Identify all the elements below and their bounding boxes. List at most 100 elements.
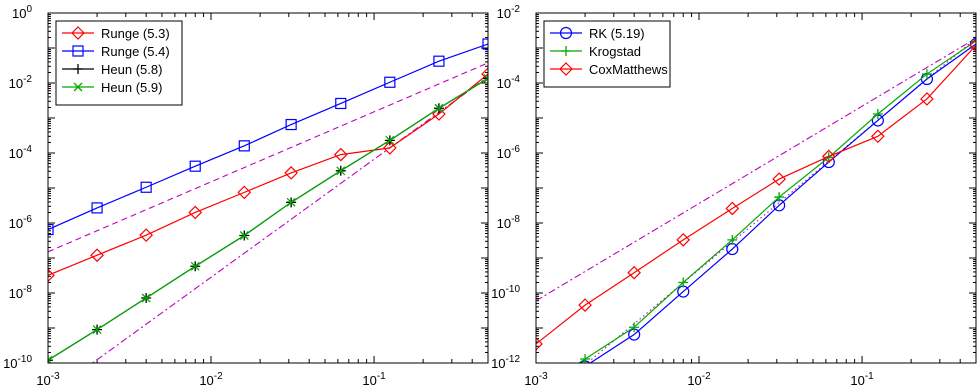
data-point: [481, 67, 488, 81]
data-point: [285, 118, 297, 131]
legend: Runge (5.3) Runge (5.4) Heun (5.8) Heun (5.…: [55, 20, 183, 106]
legend-label: Heun (5.9): [101, 80, 162, 95]
data-point: [48, 355, 53, 363]
data-point: [580, 354, 591, 363]
data-point: [774, 192, 785, 203]
data-point: [239, 231, 249, 240]
data-point: [921, 69, 932, 80]
data-point: [90, 248, 104, 263]
series-krogstad: [577, 35, 976, 363]
legend-box: [55, 20, 183, 106]
x-tick-label: 10-1: [362, 371, 386, 388]
series-line: [589, 43, 976, 363]
y-tick-label: 10-6: [497, 144, 521, 161]
y-tick-label: 10-2: [497, 4, 521, 21]
legend-entry: Heun (5.9): [62, 80, 162, 95]
x-tick-label: 10-3: [36, 371, 60, 388]
data-point: [238, 140, 250, 152]
y-tick-label: 10-4: [497, 74, 521, 91]
legend-marker: [72, 45, 84, 57]
data-point: [48, 268, 55, 283]
data-point: [284, 166, 298, 180]
y-tick-label: 10-2: [9, 74, 33, 91]
legend-label: CoxMatthews: [589, 62, 668, 77]
legend-marker: [73, 82, 83, 92]
series-line: [577, 40, 976, 363]
legend-marker: [71, 26, 85, 40]
legend-marker: [73, 64, 83, 74]
series-line: [48, 77, 488, 361]
data-point: [971, 35, 976, 46]
data-point: [627, 265, 641, 280]
legend-entry: Runge (5.3): [62, 26, 170, 41]
reference-line-dashdot: [91, 76, 488, 363]
data-point: [48, 223, 54, 236]
data-point: [969, 38, 976, 53]
data-point: [536, 337, 543, 351]
data-point: [678, 277, 689, 288]
legend-entry: Krogstad: [550, 44, 641, 59]
data-point: [91, 202, 103, 214]
x-tick-label: 10-3: [524, 371, 548, 388]
left-chart-panel: 10-3 10-2 10-1 10-10 10-8 10-6 10-4 10-2 100 Rung…: [3, 4, 489, 388]
data-point: [237, 185, 252, 200]
y-tick-label: 10-8: [9, 284, 33, 301]
data-point: [483, 73, 488, 83]
data-point: [286, 197, 296, 207]
legend-entry: CoxMatthews: [550, 62, 668, 77]
data-point: [578, 298, 592, 312]
reference-line-dashdot: [536, 37, 976, 302]
legend-entry: Runge (5.4): [62, 44, 170, 59]
legend-label: Heun (5.8): [101, 62, 162, 77]
data-point: [725, 201, 740, 216]
data-point: [188, 205, 203, 220]
legend: RK (5.19) Krogstad CoxMatthews: [543, 20, 671, 88]
x-tick-label: 10-2: [687, 371, 711, 388]
legend-entry: RK (5.19): [550, 26, 645, 41]
data-point: [821, 149, 836, 164]
data-point: [335, 97, 347, 110]
data-point: [384, 76, 396, 88]
y-tick-label: 10-10: [3, 354, 32, 371]
data-point: [482, 38, 488, 50]
series-coxmatthews: [536, 38, 976, 351]
data-point: [872, 109, 883, 120]
x-tick-label: 10-1: [850, 371, 874, 388]
data-point: [333, 147, 348, 162]
series-line: [48, 43, 488, 231]
legend-label: Krogstad: [589, 44, 641, 59]
y-tick-label: 10-6: [9, 214, 33, 231]
axes-frame: [535, 12, 977, 364]
data-point: [141, 293, 151, 303]
x-tick-label: 10-2: [199, 371, 223, 388]
series-line: [48, 73, 488, 276]
data-point: [190, 261, 200, 271]
legend-label: Runge (5.4): [101, 44, 170, 59]
data-point: [140, 181, 152, 193]
series-line: [536, 44, 976, 345]
y-tick-label: 10-8: [497, 214, 521, 231]
legend-marker: [559, 62, 573, 76]
data-point: [92, 325, 102, 335]
legend-marker: [561, 46, 571, 56]
data-point: [772, 172, 786, 186]
legend-box: [543, 20, 671, 88]
data-point: [336, 166, 346, 176]
data-point: [920, 92, 934, 106]
data-point: [676, 233, 691, 247]
y-tick-label: 10-12: [491, 354, 520, 371]
legend-marker: [559, 26, 573, 40]
data-point: [383, 141, 397, 155]
data-point: [139, 228, 153, 242]
legend-label: Runge (5.3): [101, 26, 170, 41]
y-tick-label: 10-10: [491, 284, 520, 301]
data-point: [871, 129, 885, 144]
data-point: [629, 322, 640, 333]
data-point: [727, 234, 738, 245]
data-point: [385, 135, 395, 145]
data-point: [434, 103, 444, 113]
axes-frame: [47, 12, 489, 364]
data-point: [483, 73, 488, 84]
series-runge-5-4-: [48, 38, 488, 236]
